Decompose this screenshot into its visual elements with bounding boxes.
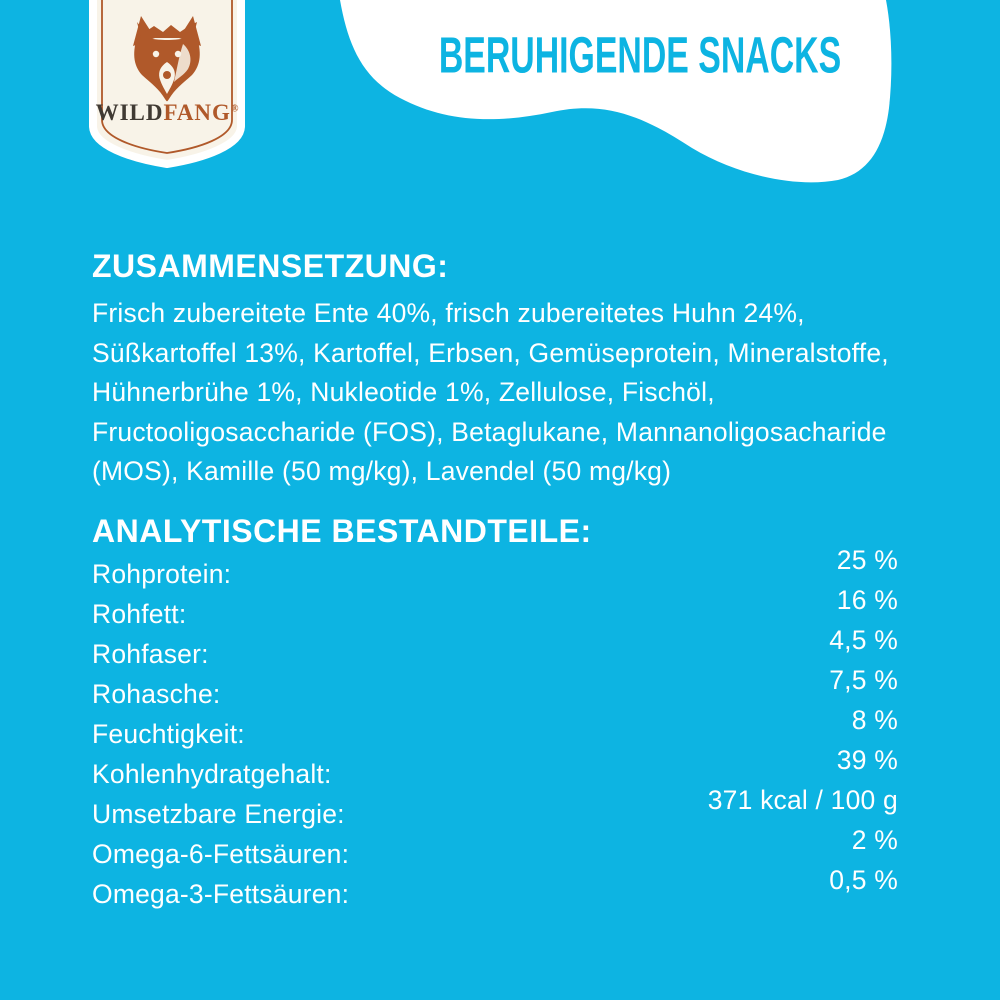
analytical-row: Rohfaser: 4,5 % [92, 625, 898, 679]
analytical-row: Omega-3-Fettsäuren: 0,5 % [92, 865, 898, 919]
analytical-label: Feuchtigkeit: [92, 718, 245, 749]
analytical-value: 7,5 % [829, 664, 898, 695]
analytical-value: 16 % [836, 584, 898, 615]
wolf-logo-icon [133, 16, 201, 102]
analytical-label: Omega-3-Fettsäuren: [92, 878, 350, 909]
composition-line: (MOS), Kamille (50 mg/kg), Lavendel (50 … [92, 456, 672, 486]
analytical-value: 4,5 % [829, 624, 898, 655]
brand-name: WILDFANG® [88, 100, 246, 126]
analytical-row: Kohlenhydratgehalt: 39 % [92, 745, 898, 799]
brand-badge: WILDFANG® [88, 0, 246, 185]
analytical-value: 371 kcal / 100 g [707, 784, 898, 815]
analytical-row: Rohasche: 7,5 % [92, 665, 898, 719]
analytical-label: Kohlenhydratgehalt: [92, 758, 332, 789]
analytical-label: Omega-6-Fettsäuren: [92, 838, 350, 869]
header-blob-shape [340, 0, 892, 183]
composition-line: Fructooligosaccharide (FOS), Betaglukane… [92, 416, 887, 447]
composition-text: Frisch zubereitete Ente 40%, frisch zube… [92, 294, 898, 492]
composition-line: Frisch zubereitete Ente 40%, frisch zube… [92, 298, 805, 328]
registered-trademark-symbol: ® [230, 103, 239, 115]
badge-shape [89, 0, 245, 169]
analytical-value: 0,5 % [829, 864, 898, 895]
analytical-heading: ANALYTISCHE BESTANDTEILE: [92, 512, 592, 549]
analytical-row: Feuchtigkeit: 8 % [92, 705, 898, 759]
analytical-value: 8 % [851, 704, 898, 735]
analytical-value: 39 % [836, 744, 898, 775]
composition-line: Süßkartoffel 13%, Kartoffel, Erbsen, Gem… [92, 337, 889, 368]
product-banner-title: BERUHIGENDE SNACKS [438, 25, 842, 83]
analytical-row: Rohfett: 16 % [92, 585, 898, 639]
label-content: ZUSAMMENSETZUNG: Frisch zubereitete Ente… [92, 248, 898, 919]
analytical-value: 25 % [836, 544, 898, 575]
analytical-label: Rohfaser: [92, 638, 209, 669]
brand-name-wild: WILD [95, 100, 164, 125]
analytical-label: Rohasche: [92, 678, 221, 709]
analytical-row: Omega-6-Fettsäuren: 2 % [92, 825, 898, 879]
analytical-table: Rohprotein: 25 % Rohfett: 16 % Rohfaser:… [92, 545, 898, 919]
analytical-label: Umsetzbare Energie: [92, 798, 345, 829]
analytical-value: 2 % [851, 824, 898, 855]
analytical-row: Rohprotein: 25 % [92, 545, 898, 599]
analytical-row: Umsetzbare Energie: 371 kcal / 100 g [92, 785, 898, 839]
brand-name-fang: FANG [163, 100, 231, 125]
composition-line: Hühnerbrühe 1%, Nukleotide 1%, Zellulose… [92, 377, 715, 407]
analytical-label: Rohprotein: [92, 558, 232, 589]
composition-heading: ZUSAMMENSETZUNG: [92, 248, 449, 284]
analytical-label: Rohfett: [92, 598, 187, 629]
